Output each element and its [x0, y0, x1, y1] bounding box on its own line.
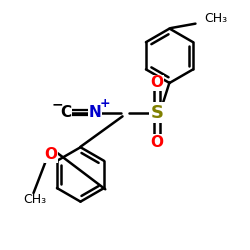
- Text: O: O: [44, 147, 57, 162]
- Text: S: S: [151, 104, 164, 122]
- Text: −: −: [51, 97, 63, 111]
- Text: CH₃: CH₃: [24, 193, 47, 206]
- Text: +: +: [100, 97, 110, 110]
- Text: O: O: [151, 135, 164, 150]
- Text: C: C: [60, 105, 71, 120]
- Text: O: O: [151, 76, 164, 90]
- Text: N: N: [89, 105, 102, 120]
- Text: CH₃: CH₃: [204, 12, 227, 25]
